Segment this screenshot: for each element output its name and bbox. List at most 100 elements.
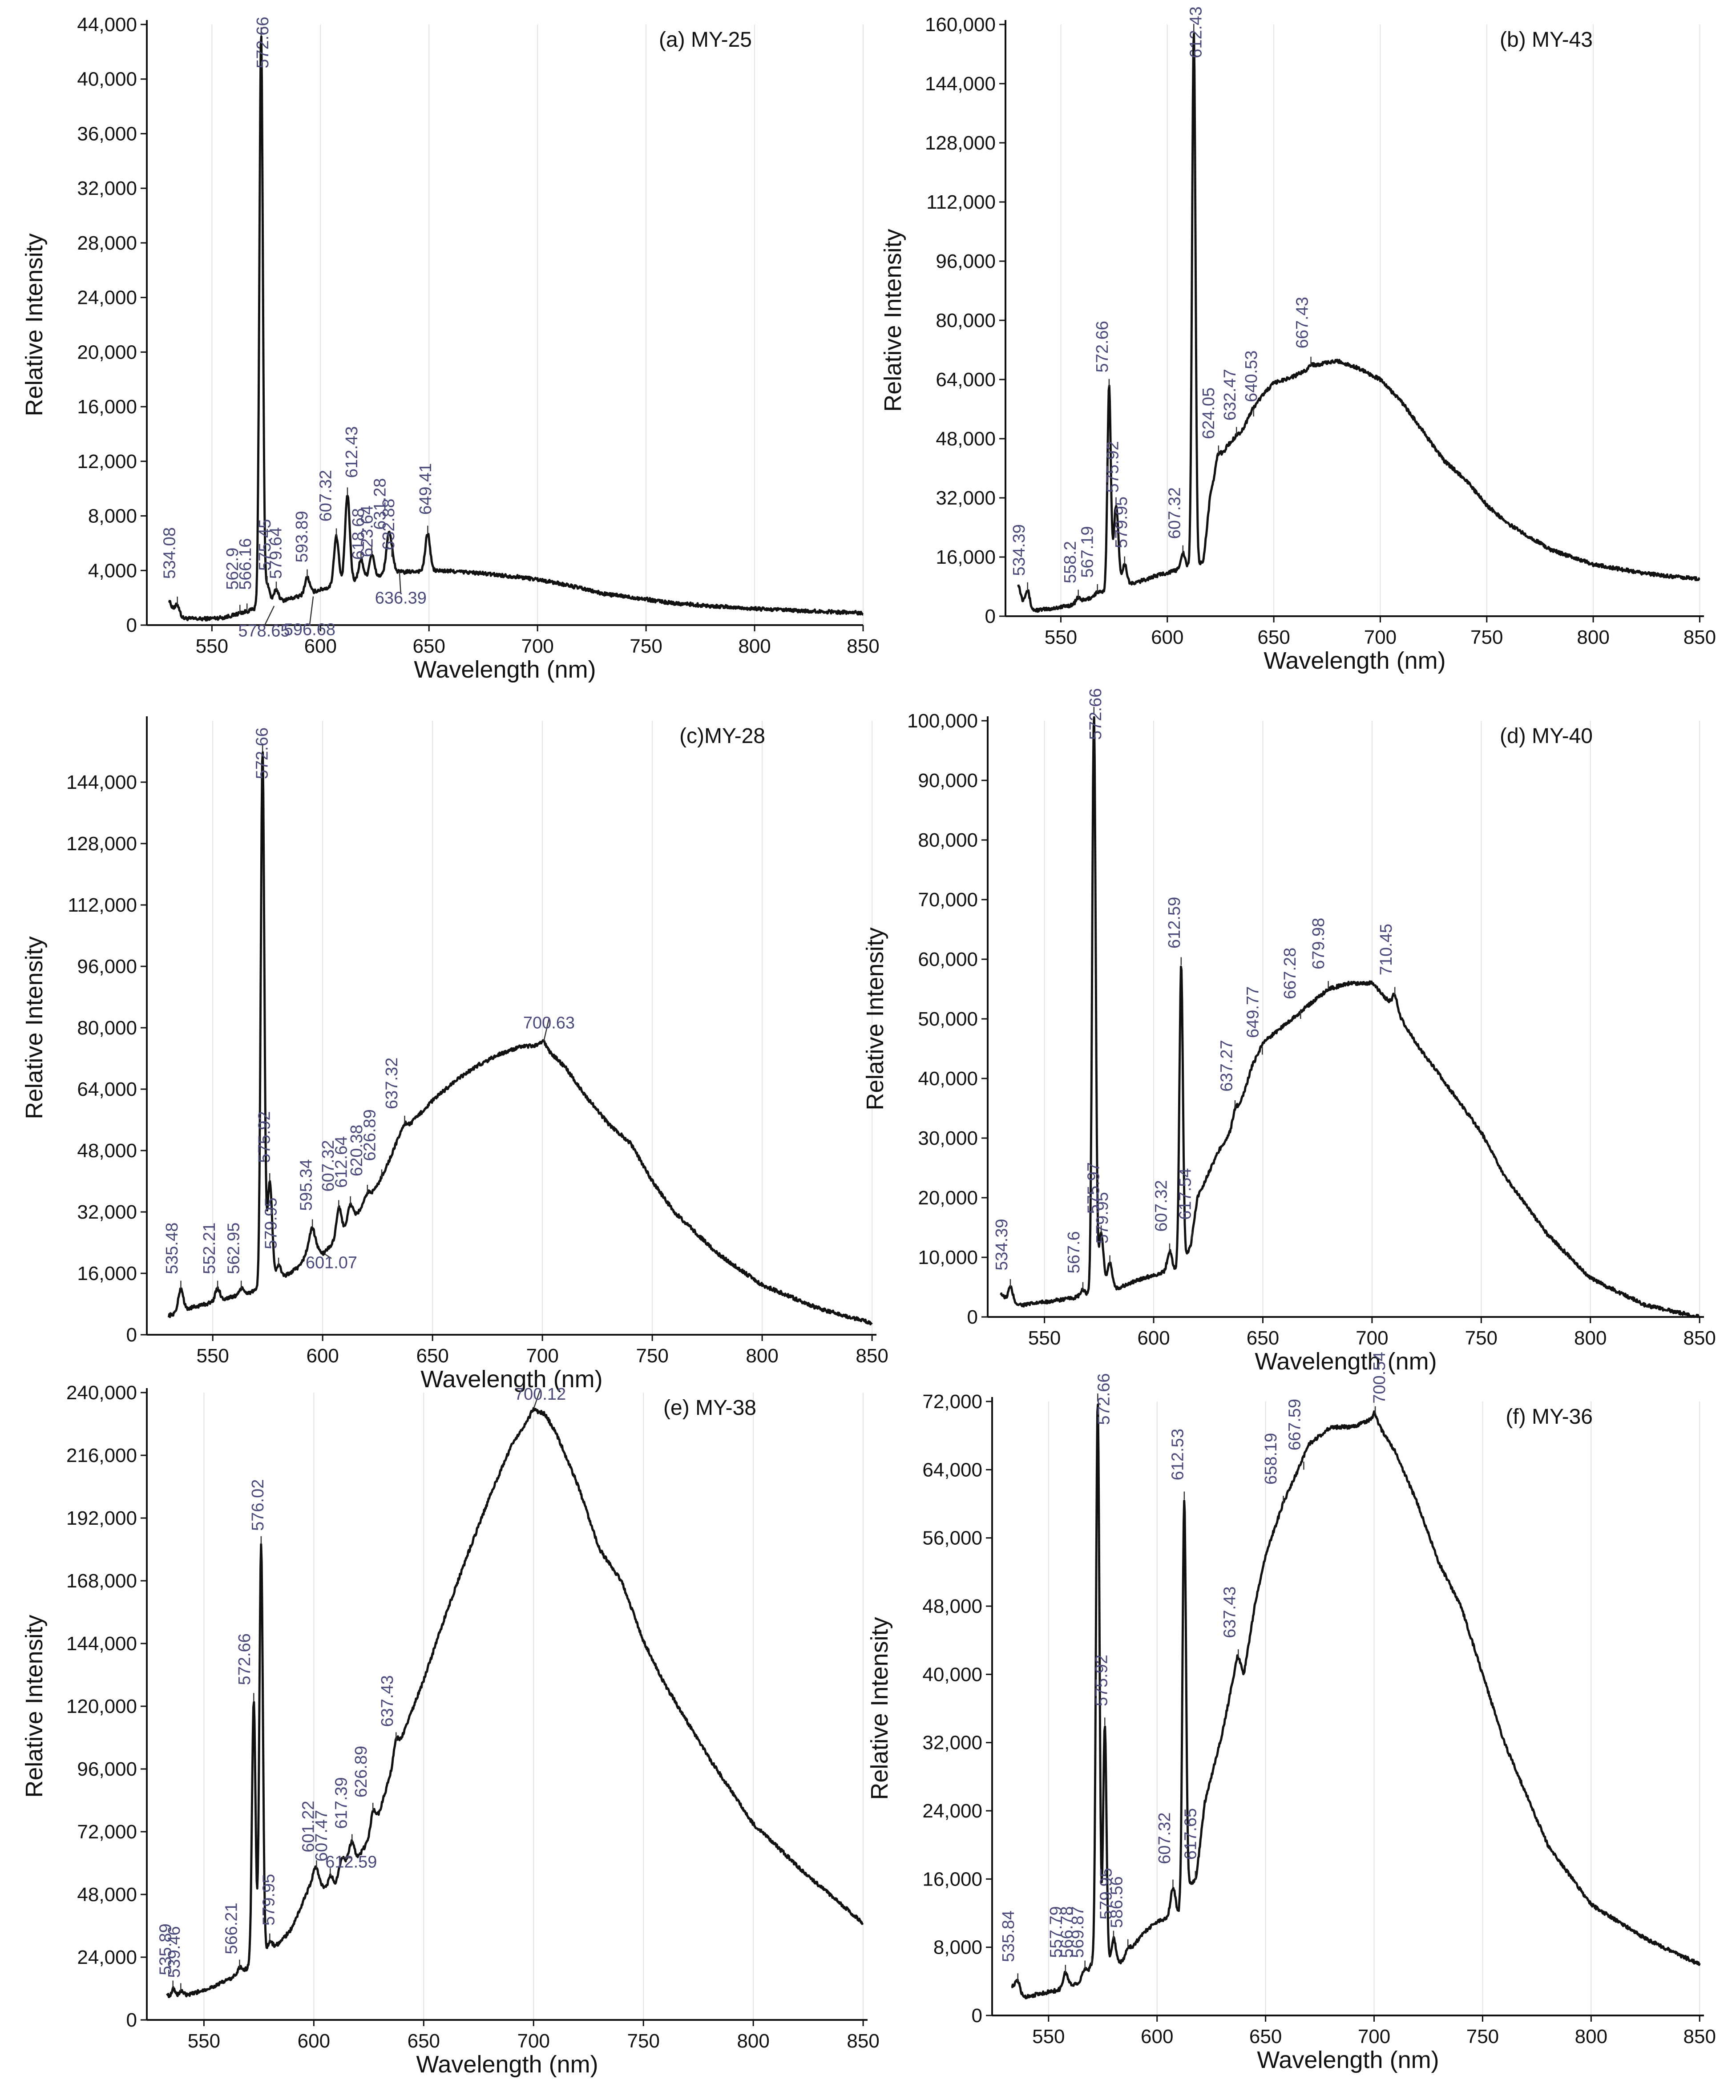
panel-c: 0 16,000 32,000 48,000 64,000 80,000 96,000 112… — [21, 716, 888, 1393]
a-peak-marker-15 — [399, 572, 402, 594]
b-peak-label-9: 632.47 — [1221, 369, 1239, 420]
a-y-tick-label-10: 40,000 — [77, 69, 137, 90]
c-peak-label-4: 575.92 — [255, 1111, 274, 1163]
a-y-tick-label-4: 16,000 — [77, 396, 137, 418]
e-peak-label-6: 601.22 — [299, 1801, 318, 1852]
f-peak-label-0: 535.84 — [999, 1910, 1018, 1962]
b-x-tick-label-6: 850 — [1684, 626, 1716, 648]
f-x-tick-label-2: 650 — [1249, 2026, 1282, 2048]
c-y-tick-label-0: 0 — [126, 1324, 137, 1346]
a-y-tick-label-8: 32,000 — [77, 178, 137, 199]
d-peak-label-11: 679.98 — [1309, 918, 1328, 969]
a-y-tick-label-3: 12,000 — [77, 451, 137, 472]
c-peak-marker-13 — [543, 1018, 550, 1042]
a-x-tick-label-3: 700 — [521, 635, 553, 657]
b-y-tick-label-8: 128,000 — [925, 132, 996, 154]
d-y-tick-label-9: 90,000 — [918, 770, 978, 792]
d-peak-label-3: 575.97 — [1084, 1162, 1103, 1214]
e-spectrum-line — [166, 1407, 864, 1999]
a-y-axis-title: Relative Intensity — [21, 233, 48, 416]
c-y-tick-label-2: 32,000 — [77, 1201, 137, 1223]
e-peak-label-10: 626.89 — [352, 1746, 371, 1797]
a-spectrum-line — [168, 35, 864, 622]
a-y-tick-label-2: 8,000 — [88, 505, 137, 527]
c-x-tick-label-5: 800 — [746, 1345, 778, 1367]
c-peak-label-2: 562.95 — [224, 1223, 243, 1274]
a-peak-label-2: 566.16 — [236, 538, 255, 590]
e-y-tick-label-1: 24,000 — [77, 1947, 137, 1968]
d-peak-label-5: 607.32 — [1152, 1180, 1171, 1232]
f-y-tick-label-9: 72,000 — [922, 1391, 982, 1413]
e-peak-label-11: 637.43 — [378, 1675, 397, 1727]
c-y-tick-label-1: 16,000 — [77, 1263, 137, 1284]
b-y-tick-label-7: 112,000 — [926, 191, 996, 213]
b-y-tick-label-5: 80,000 — [936, 310, 996, 331]
b-x-axis-title: Wavelength (nm) — [1264, 647, 1445, 674]
a-x-tick-label-5: 800 — [738, 635, 771, 657]
e-y-tick-label-9: 216,000 — [66, 1445, 137, 1466]
d-y-tick-label-4: 40,000 — [918, 1068, 978, 1090]
d-y-tick-label-3: 30,000 — [918, 1127, 978, 1149]
a-y-tick-label-5: 20,000 — [77, 341, 137, 363]
b-x-tick-label-5: 800 — [1577, 626, 1609, 648]
d-y-tick-label-7: 70,000 — [918, 889, 978, 911]
a-peak-label-13: 631.28 — [371, 478, 390, 530]
f-y-tick-label-8: 64,000 — [922, 1459, 982, 1481]
f-x-tick-label-3: 700 — [1358, 2026, 1390, 2048]
c-x-tick-label-3: 700 — [526, 1345, 558, 1367]
d-peak-label-9: 649.77 — [1244, 986, 1263, 1038]
d-y-tick-label-1: 10,000 — [918, 1247, 978, 1268]
b-y-tick-label-10: 160,000 — [925, 14, 996, 36]
c-panel-title: (c)MY-28 — [679, 724, 765, 748]
b-panel-title: (b) MY-43 — [1500, 28, 1593, 52]
b-y-tick-label-9: 144,000 — [925, 73, 996, 95]
a-peak-label-11: 618.68 — [349, 508, 368, 560]
b-x-tick-label-4: 750 — [1470, 626, 1503, 648]
a-peak-label-14: 632.88 — [379, 499, 398, 550]
d-x-tick-label-6: 850 — [1683, 1327, 1716, 1349]
b-peak-label-11: 667.43 — [1293, 297, 1312, 348]
d-peak-label-12: 710.45 — [1377, 924, 1396, 975]
f-spectrum-line — [1011, 1403, 1701, 1999]
a-x-tick-label-4: 750 — [630, 635, 662, 657]
e-y-tick-label-4: 96,000 — [77, 1758, 137, 1780]
a-peak-marker-5 — [263, 606, 275, 627]
c-y-tick-label-8: 128,000 — [66, 833, 137, 855]
b-peak-label-2: 567.19 — [1078, 526, 1097, 578]
f-x-tick-label-5: 800 — [1575, 2026, 1607, 2048]
d-y-tick-label-2: 20,000 — [918, 1187, 978, 1209]
d-x-tick-label-2: 650 — [1247, 1327, 1279, 1349]
c-x-axis-title: Wavelength (nm) — [420, 1366, 602, 1393]
panel-f: 0 8,000 16,000 24,000 32,000 40,000 48,000 56,0… — [866, 1352, 1716, 2073]
d-y-tick-label-10: 100,000 — [907, 710, 978, 732]
c-peak-label-7: 601.07 — [306, 1253, 357, 1272]
e-x-tick-label-6: 850 — [847, 2030, 879, 2052]
b-y-tick-label-2: 32,000 — [936, 487, 996, 509]
d-panel-title: (d) MY-40 — [1500, 724, 1593, 748]
d-peak-label-6: 612.59 — [1165, 897, 1184, 949]
d-y-tick-label-6: 60,000 — [918, 949, 978, 970]
e-peak-label-7: 607.47 — [312, 1810, 331, 1862]
a-y-tick-label-11: 44,000 — [77, 14, 137, 36]
b-peak-label-7: 612.43 — [1187, 7, 1205, 58]
e-y-tick-label-10: 240,000 — [66, 1382, 137, 1404]
e-y-tick-label-6: 144,000 — [66, 1633, 137, 1655]
f-peak-label-13: 667.59 — [1286, 1399, 1304, 1450]
f-peak-label-9: 612.53 — [1168, 1429, 1187, 1480]
f-peak-label-11: 637.43 — [1220, 1587, 1239, 1638]
a-peak-label-7: 593.89 — [293, 511, 311, 562]
c-peak-label-9: 612.64 — [332, 1136, 351, 1188]
e-y-axis-title: Relative Intensity — [21, 1615, 48, 1797]
f-y-tick-label-6: 48,000 — [922, 1595, 982, 1617]
a-y-tick-label-0: 0 — [126, 614, 137, 636]
d-peak-label-8: 637.27 — [1218, 1040, 1236, 1091]
panel-b: 0 16,000 32,000 48,000 64,000 80,000 96,000 112… — [880, 7, 1716, 674]
c-peak-label-0: 535.48 — [163, 1223, 182, 1274]
a-x-tick-label-1: 600 — [304, 635, 337, 657]
f-y-tick-label-3: 24,000 — [922, 1800, 982, 1822]
c-y-tick-label-4: 64,000 — [77, 1078, 137, 1100]
f-y-tick-label-5: 40,000 — [922, 1664, 982, 1685]
f-y-axis-title: Relative Intensity — [866, 1617, 893, 1800]
f-x-tick-label-1: 600 — [1141, 2026, 1173, 2048]
